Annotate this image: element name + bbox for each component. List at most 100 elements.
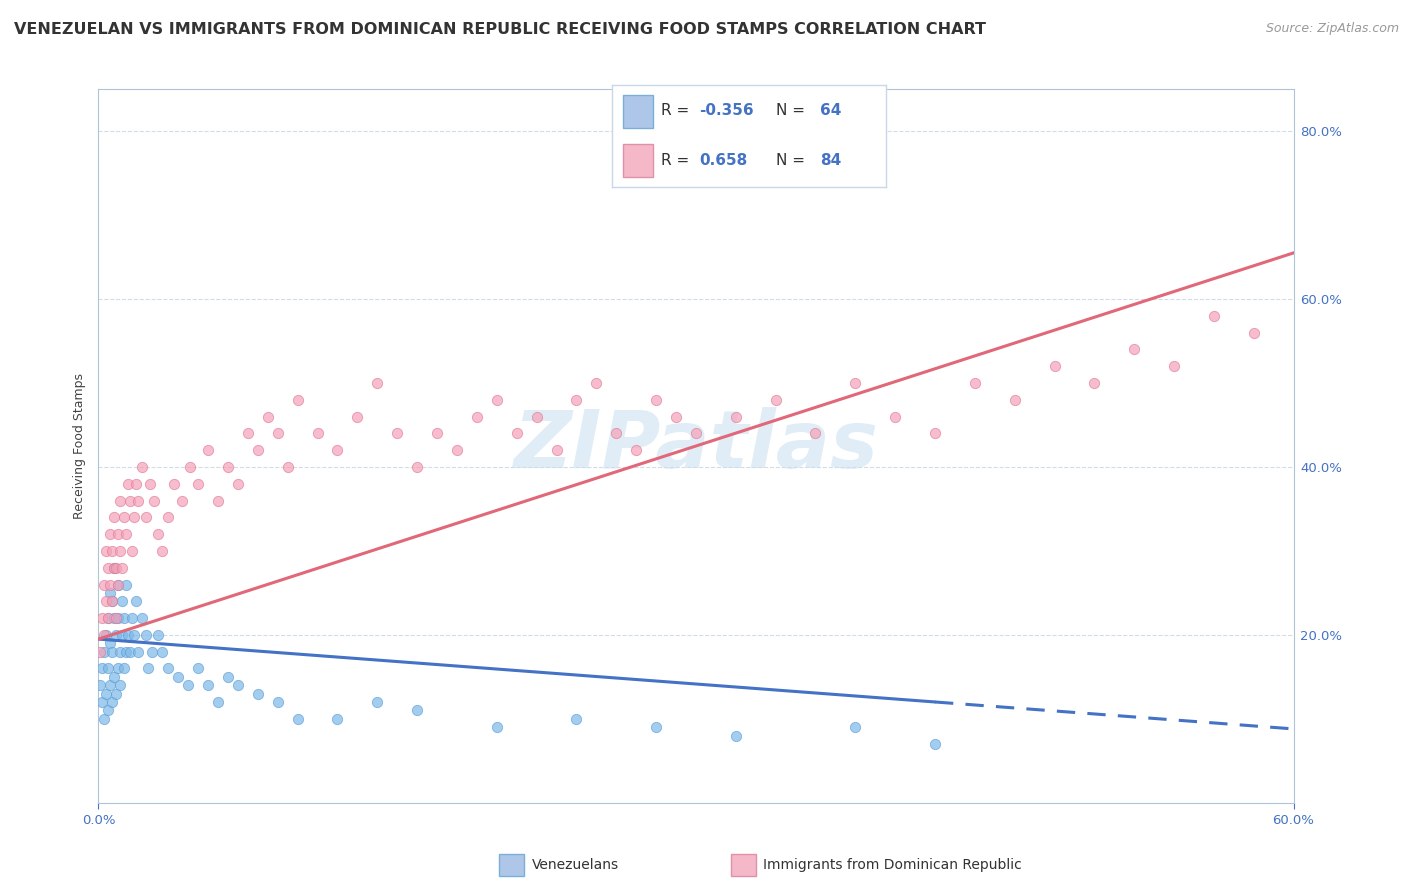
Point bbox=[506, 426, 529, 441]
Point bbox=[1123, 343, 1146, 357]
Point bbox=[136, 661, 159, 675]
Point bbox=[366, 695, 388, 709]
Point bbox=[131, 611, 153, 625]
Point bbox=[326, 712, 349, 726]
Point bbox=[100, 527, 122, 541]
Point bbox=[605, 426, 627, 441]
Point bbox=[256, 409, 278, 424]
Point bbox=[93, 712, 115, 726]
Point bbox=[112, 510, 135, 524]
Point bbox=[485, 392, 508, 407]
Point bbox=[100, 586, 122, 600]
Point bbox=[406, 703, 429, 717]
Text: VENEZUELAN VS IMMIGRANTS FROM DOMINICAN REPUBLIC RECEIVING FOOD STAMPS CORRELATI: VENEZUELAN VS IMMIGRANTS FROM DOMINICAN … bbox=[14, 22, 986, 37]
Point bbox=[115, 577, 138, 591]
Point bbox=[125, 594, 148, 608]
Point bbox=[107, 527, 129, 541]
Text: 0.658: 0.658 bbox=[699, 153, 748, 168]
Point bbox=[172, 493, 194, 508]
Point bbox=[107, 577, 129, 591]
Point bbox=[110, 493, 132, 508]
Point bbox=[105, 628, 128, 642]
Text: N =: N = bbox=[776, 103, 810, 119]
Point bbox=[148, 628, 170, 642]
Point bbox=[406, 460, 429, 475]
Point bbox=[97, 661, 120, 675]
Point bbox=[100, 636, 122, 650]
Point bbox=[127, 645, 149, 659]
Point bbox=[105, 611, 128, 625]
Point bbox=[111, 594, 134, 608]
Point bbox=[465, 409, 488, 424]
Point bbox=[446, 443, 468, 458]
Point bbox=[246, 443, 269, 458]
Point bbox=[645, 720, 668, 734]
Point bbox=[565, 712, 588, 726]
Point bbox=[485, 720, 508, 734]
Point bbox=[546, 443, 568, 458]
Point bbox=[1004, 392, 1026, 407]
Point bbox=[1243, 326, 1265, 340]
Point bbox=[131, 460, 153, 475]
Point bbox=[179, 460, 201, 475]
Point bbox=[135, 628, 157, 642]
Point bbox=[103, 560, 125, 574]
Text: N =: N = bbox=[776, 153, 810, 168]
Point bbox=[110, 544, 132, 558]
Point bbox=[107, 661, 129, 675]
Point bbox=[141, 645, 163, 659]
Point bbox=[167, 670, 190, 684]
Point bbox=[217, 460, 239, 475]
Point bbox=[226, 476, 249, 491]
Point bbox=[127, 493, 149, 508]
Bar bbox=[623, 145, 652, 177]
Point bbox=[97, 703, 120, 717]
Point bbox=[93, 577, 115, 591]
Point bbox=[207, 695, 229, 709]
Point bbox=[112, 611, 135, 625]
Point bbox=[110, 678, 132, 692]
Point bbox=[89, 645, 111, 659]
Point bbox=[89, 678, 111, 692]
Text: Venezuelans: Venezuelans bbox=[531, 858, 619, 871]
Text: 64: 64 bbox=[820, 103, 841, 119]
Text: Source: ZipAtlas.com: Source: ZipAtlas.com bbox=[1265, 22, 1399, 36]
Point bbox=[346, 409, 368, 424]
Point bbox=[101, 645, 124, 659]
Point bbox=[884, 409, 907, 424]
Point bbox=[187, 476, 209, 491]
Point bbox=[150, 645, 173, 659]
Text: R =: R = bbox=[661, 153, 699, 168]
Point bbox=[91, 661, 114, 675]
Point bbox=[226, 678, 249, 692]
Point bbox=[124, 510, 146, 524]
Bar bbox=[623, 95, 652, 128]
Point bbox=[157, 510, 180, 524]
Point bbox=[101, 594, 124, 608]
Point bbox=[645, 392, 668, 407]
Point bbox=[685, 426, 707, 441]
Point bbox=[101, 695, 124, 709]
Point bbox=[287, 712, 309, 726]
Point bbox=[115, 527, 138, 541]
Point bbox=[924, 737, 946, 751]
Point bbox=[844, 720, 866, 734]
Point bbox=[844, 376, 866, 390]
Point bbox=[93, 628, 115, 642]
Point bbox=[115, 645, 138, 659]
Point bbox=[665, 409, 688, 424]
Point bbox=[187, 661, 209, 675]
Point bbox=[236, 426, 259, 441]
Point bbox=[724, 409, 747, 424]
Point bbox=[565, 392, 588, 407]
Point bbox=[287, 392, 309, 407]
Text: Immigrants from Dominican Republic: Immigrants from Dominican Republic bbox=[763, 858, 1022, 871]
Point bbox=[112, 661, 135, 675]
Point bbox=[1043, 359, 1066, 374]
Point bbox=[117, 628, 139, 642]
Point bbox=[426, 426, 449, 441]
Point bbox=[97, 611, 120, 625]
Point bbox=[121, 544, 143, 558]
Text: -0.356: -0.356 bbox=[699, 103, 754, 119]
Point bbox=[97, 560, 120, 574]
